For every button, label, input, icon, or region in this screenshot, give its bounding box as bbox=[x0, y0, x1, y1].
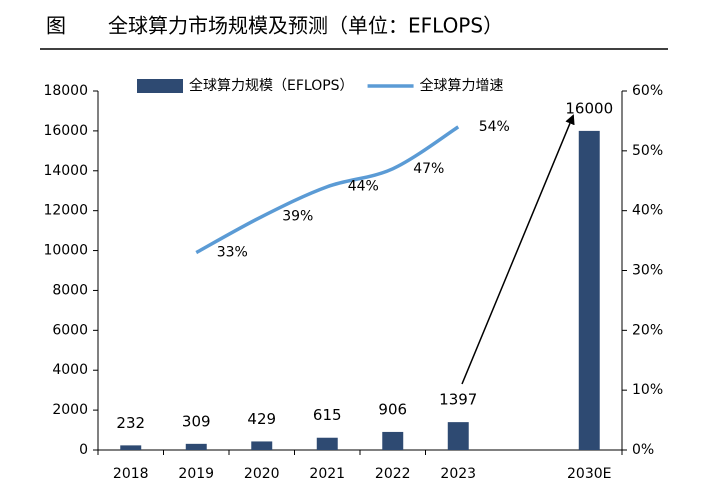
bar bbox=[120, 445, 142, 450]
y2-tick-label: 20% bbox=[632, 322, 663, 338]
bar bbox=[185, 443, 207, 450]
line-value-label: 47% bbox=[413, 161, 444, 177]
y2-tick-label: 50% bbox=[632, 143, 663, 159]
bar-value-label: 615 bbox=[313, 406, 342, 424]
line-value-label: 39% bbox=[282, 209, 313, 225]
bar-value-label: 429 bbox=[247, 410, 276, 428]
y-tick-label: 10000 bbox=[43, 243, 88, 259]
x-tick-label: 2023 bbox=[440, 466, 476, 482]
bar bbox=[251, 441, 273, 450]
legend-label: 全球算力增速 bbox=[420, 77, 504, 94]
bar-value-label: 309 bbox=[182, 412, 211, 430]
legend-label: 全球算力规模（EFLOPS） bbox=[189, 77, 354, 94]
x-tick-label: 2020 bbox=[244, 466, 280, 482]
line-value-label: 54% bbox=[479, 119, 510, 135]
x-tick-label: 2019 bbox=[178, 466, 214, 482]
y2-tick-label: 60% bbox=[632, 83, 663, 99]
bar-value-label: 16000 bbox=[565, 99, 613, 117]
y-tick-label: 18000 bbox=[43, 83, 88, 99]
x-tick-label: 2018 bbox=[113, 466, 149, 482]
y-tick-label: 6000 bbox=[52, 322, 88, 338]
bar-value-label: 1397 bbox=[439, 391, 477, 409]
annotation-arrow bbox=[461, 114, 575, 385]
y-tick-label: 4000 bbox=[52, 362, 88, 378]
line bbox=[195, 125, 460, 255]
y-tick-label: 2000 bbox=[52, 402, 88, 418]
bar bbox=[316, 437, 338, 450]
y-tick-label: 12000 bbox=[43, 203, 88, 219]
x-tick-label: 2021 bbox=[309, 466, 345, 482]
y2-tick-label: 30% bbox=[632, 263, 663, 279]
legend-swatch bbox=[137, 79, 183, 93]
bar bbox=[382, 431, 404, 450]
bar-value-label: 232 bbox=[116, 414, 145, 432]
bar bbox=[447, 422, 469, 450]
chart-title: 全球算力市场规模及预测（单位：EFLOPS） bbox=[108, 14, 503, 38]
x-tick-label: 2022 bbox=[375, 466, 411, 482]
line-value-label: 44% bbox=[348, 179, 379, 195]
x-tick-label: 2030E bbox=[567, 466, 611, 482]
bar bbox=[578, 130, 600, 450]
y2-tick-label: 40% bbox=[632, 203, 663, 219]
y-tick-label: 14000 bbox=[43, 163, 88, 179]
y2-tick-label: 10% bbox=[632, 382, 663, 398]
y-tick-label: 0 bbox=[79, 442, 88, 458]
line-value-label: 33% bbox=[217, 245, 248, 261]
y2-tick-label: 0% bbox=[632, 442, 654, 458]
figure-label: 图 bbox=[46, 14, 66, 38]
bar-value-label: 906 bbox=[378, 400, 407, 418]
y-tick-label: 16000 bbox=[43, 123, 88, 139]
y-tick-label: 8000 bbox=[52, 282, 88, 298]
